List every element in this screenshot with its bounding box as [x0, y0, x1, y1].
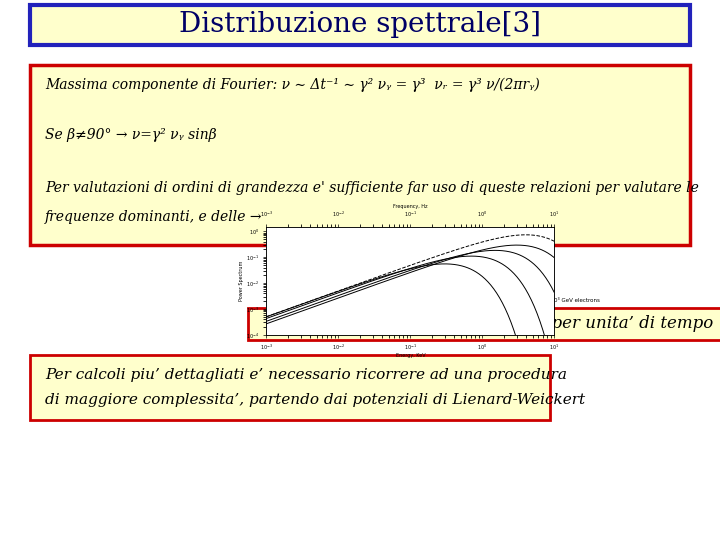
Text: Fig. 2.5. Power spectrum of synchrotron radiation emitted by 10³ GeV electrons: Fig. 2.5. Power spectrum of synchrotron … — [381, 297, 600, 303]
FancyBboxPatch shape — [30, 5, 690, 45]
Text: Per calcoli piu’ dettagliati e’ necessario ricorrere ad una procedura: Per calcoli piu’ dettagliati e’ necessar… — [45, 368, 567, 382]
FancyBboxPatch shape — [30, 355, 550, 420]
Text: di maggiore complessita’, partendo dai potenziali di Lienard-Weickert: di maggiore complessita’, partendo dai p… — [45, 393, 585, 407]
FancyBboxPatch shape — [30, 65, 690, 245]
X-axis label: Frequency, Hz: Frequency, Hz — [393, 205, 428, 210]
Text: Massima componente di Fourier: ν ∼ Δt⁻¹ ∼ γ² νᵧ = γ³  νᵣ = γ³ ν/(2πrᵧ): Massima componente di Fourier: ν ∼ Δt⁻¹ … — [45, 78, 540, 92]
FancyBboxPatch shape — [248, 308, 720, 340]
Text: per valutare l’energia irraggiata per unita’ di tempo: per valutare l’energia irraggiata per un… — [273, 315, 713, 333]
Text: in 1, 5, and 15 μ0 fields: in 1, 5, and 15 μ0 fields — [457, 306, 523, 310]
Text: Distribuzione spettrale[3]: Distribuzione spettrale[3] — [179, 11, 541, 38]
X-axis label: Energy, KeV: Energy, KeV — [395, 353, 426, 358]
Text: Per valutazioni di ordini di grandezza e' sufficiente far uso di queste relazion: Per valutazioni di ordini di grandezza e… — [45, 181, 699, 195]
Text: frequenze dominanti, e delle →: frequenze dominanti, e delle → — [45, 210, 263, 224]
Text: Se β≠90° → ν=γ² νᵧ sinβ: Se β≠90° → ν=γ² νᵧ sinβ — [45, 128, 217, 142]
Y-axis label: Power Spectrum: Power Spectrum — [239, 261, 244, 301]
